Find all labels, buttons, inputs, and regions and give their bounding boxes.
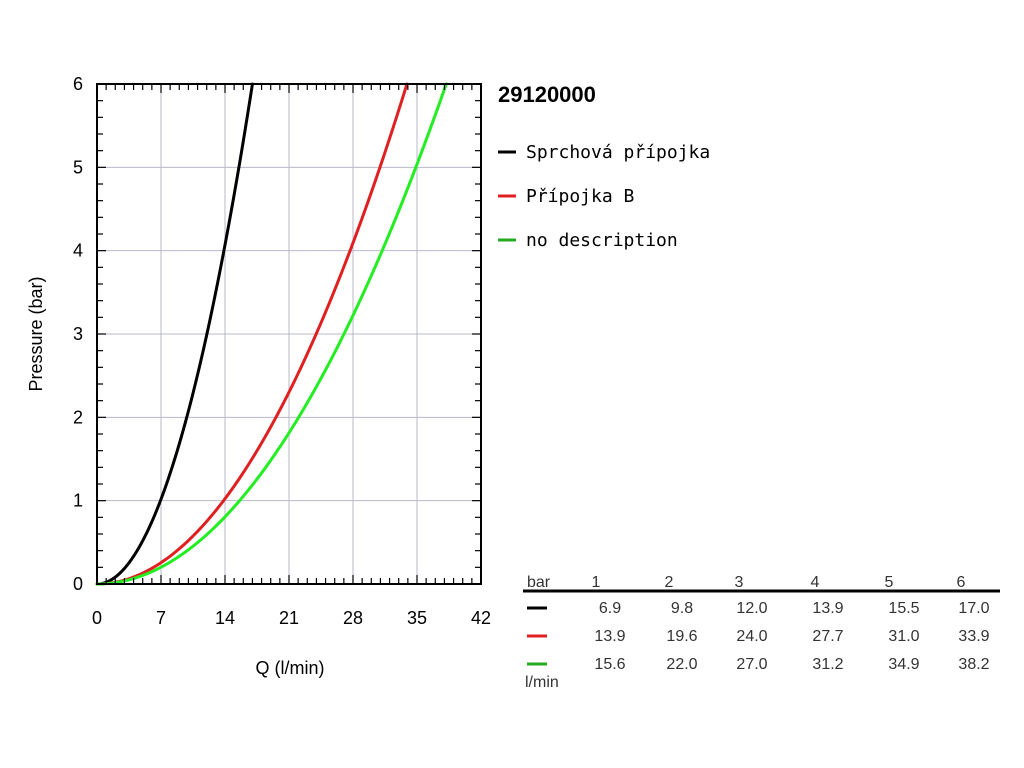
x-tick-label: 0 [92,608,102,628]
table-cell: 31.2 [812,656,843,673]
legend-label: Přípojka B [526,186,634,207]
y-tick-label: 1 [73,491,83,511]
y-tick-label: 2 [73,407,83,427]
x-tick-label: 21 [279,608,299,628]
grid [97,84,481,584]
table-cell: 27.7 [812,628,843,645]
table-cell: 34.9 [888,656,919,673]
x-tick-label: 35 [407,608,427,628]
table-cell: 15.6 [594,656,625,673]
table-cell: 31.0 [888,628,919,645]
chart-title: 29120000 [498,82,596,107]
x-axis-title: Q (l/min) [256,658,325,678]
table-cell: 38.2 [958,656,989,673]
table-cell: 13.9 [812,600,843,617]
table-cell: 22.0 [666,656,697,673]
table-header-cell: 3 [735,574,744,591]
series-line-1 [95,82,409,586]
table-header-label: bar [527,574,551,591]
x-tick-label: 14 [215,608,235,628]
plot-border [96,83,482,585]
table-cell: 24.0 [736,628,767,645]
y-tick-label: 5 [73,157,83,177]
series-curves [95,82,448,586]
legend: Sprchová přípojka Přípojka B no descriptio… [498,142,710,251]
y-tick-label: 4 [73,241,83,261]
table-cell: 17.0 [958,600,989,617]
table-unit-label: l/min [525,674,559,691]
x-tick-label: 28 [343,608,363,628]
y-axis-title: Pressure (bar) [26,276,46,391]
table-header-cell: 2 [665,574,674,591]
table-cell: 9.8 [671,600,693,617]
table-cell: 27.0 [736,656,767,673]
table-cell: 6.9 [599,600,621,617]
table-header-cell: 6 [957,574,966,591]
x-tick-label: 7 [156,608,166,628]
series-line-2 [95,82,448,586]
legend-label: no description [526,230,678,251]
table-cell: 15.5 [888,600,919,617]
table-cell: 12.0 [736,600,767,617]
y-tick-label: 0 [73,574,83,594]
series-line-0 [95,82,254,586]
table-header-cell: 1 [592,574,601,591]
table-cell: 33.9 [958,628,989,645]
legend-label: Sprchová přípojka [526,142,710,163]
tick-labels: 0 7 14 21 28 35 42 0 1 2 3 4 5 6 [73,74,491,628]
y-tick-label: 6 [73,74,83,94]
table-header-cell: 5 [885,574,894,591]
plot-frame [96,83,482,585]
x-tick-label: 42 [471,608,491,628]
table-cell: 13.9 [594,628,625,645]
flow-table: bar 1 2 3 4 5 6 6.9 9.8 12.0 13.9 15.5 17.0 13.9 19.6 2… [523,574,1000,691]
table-header-cell: 4 [811,574,820,591]
table-cell: 19.6 [666,628,697,645]
y-tick-label: 3 [73,324,83,344]
